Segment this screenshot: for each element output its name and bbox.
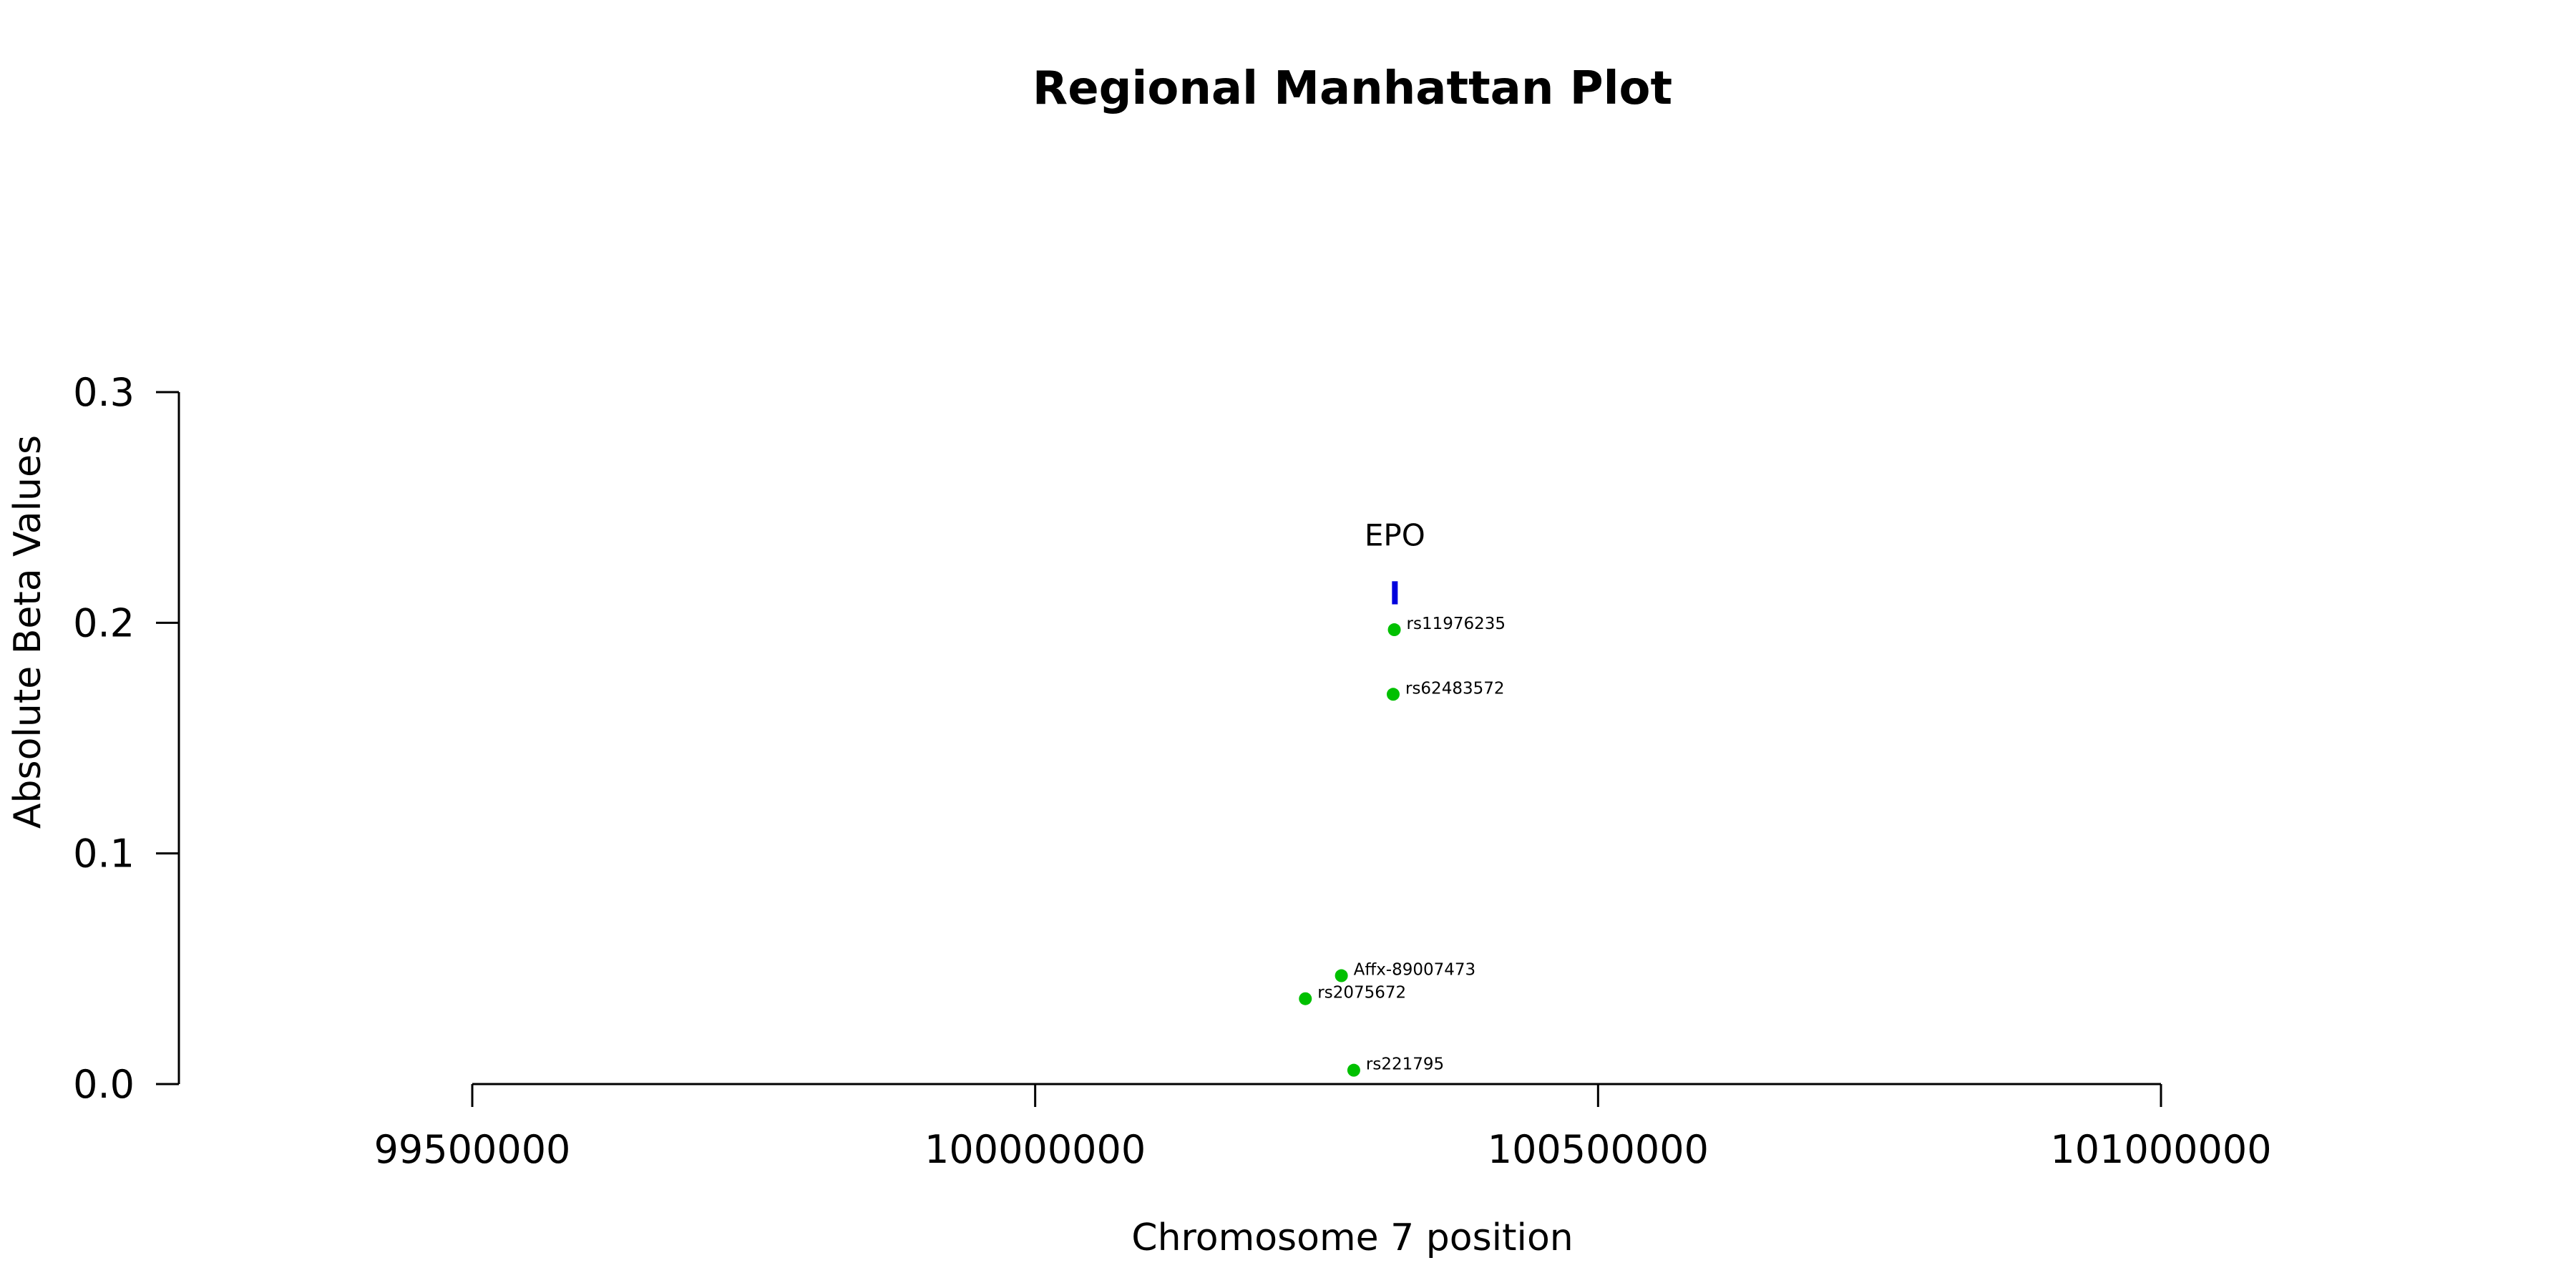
y-tick-label: 0.3 — [73, 370, 135, 415]
y-tick-label: 0.0 — [73, 1062, 135, 1107]
gene-marker — [1392, 581, 1398, 605]
snp-point — [1347, 1063, 1360, 1077]
gene-label: EPO — [1365, 517, 1425, 552]
x-axis-title: Chromosome 7 position — [1131, 1216, 1573, 1259]
snp-point — [1387, 623, 1401, 637]
snp-label: rs2075672 — [1317, 984, 1406, 1002]
snp-point — [1335, 969, 1348, 982]
x-tick-label: 99500000 — [374, 1127, 571, 1172]
snp-point — [1299, 992, 1312, 1005]
x-tick-label: 100000000 — [924, 1127, 1146, 1172]
x-axis: 99500000 100000000 100500000 101000000 — [374, 1083, 2272, 1172]
snp-label: rs62483572 — [1405, 679, 1505, 698]
x-tick-label: 101000000 — [2050, 1127, 2271, 1172]
gene-track: EPO — [1365, 517, 1425, 605]
x-tick-label: 100500000 — [1488, 1127, 1709, 1172]
y-tick-label: 0.1 — [73, 831, 135, 877]
snp-point — [1386, 688, 1400, 701]
snp-label: rs11976235 — [1407, 615, 1506, 633]
y-tick-label: 0.2 — [73, 600, 135, 645]
snp-points: rs11976235 rs62483572 Affx-89007473 rs20756… — [1299, 615, 1506, 1077]
snp-label: rs221795 — [1366, 1055, 1444, 1074]
chart-title: Regional Manhattan Plot — [1033, 62, 1672, 115]
y-axis: 0.0 0.1 0.2 0.3 — [73, 370, 180, 1107]
y-axis-title: Absolute Beta Values — [6, 435, 49, 829]
snp-label: Affx-89007473 — [1354, 961, 1476, 980]
